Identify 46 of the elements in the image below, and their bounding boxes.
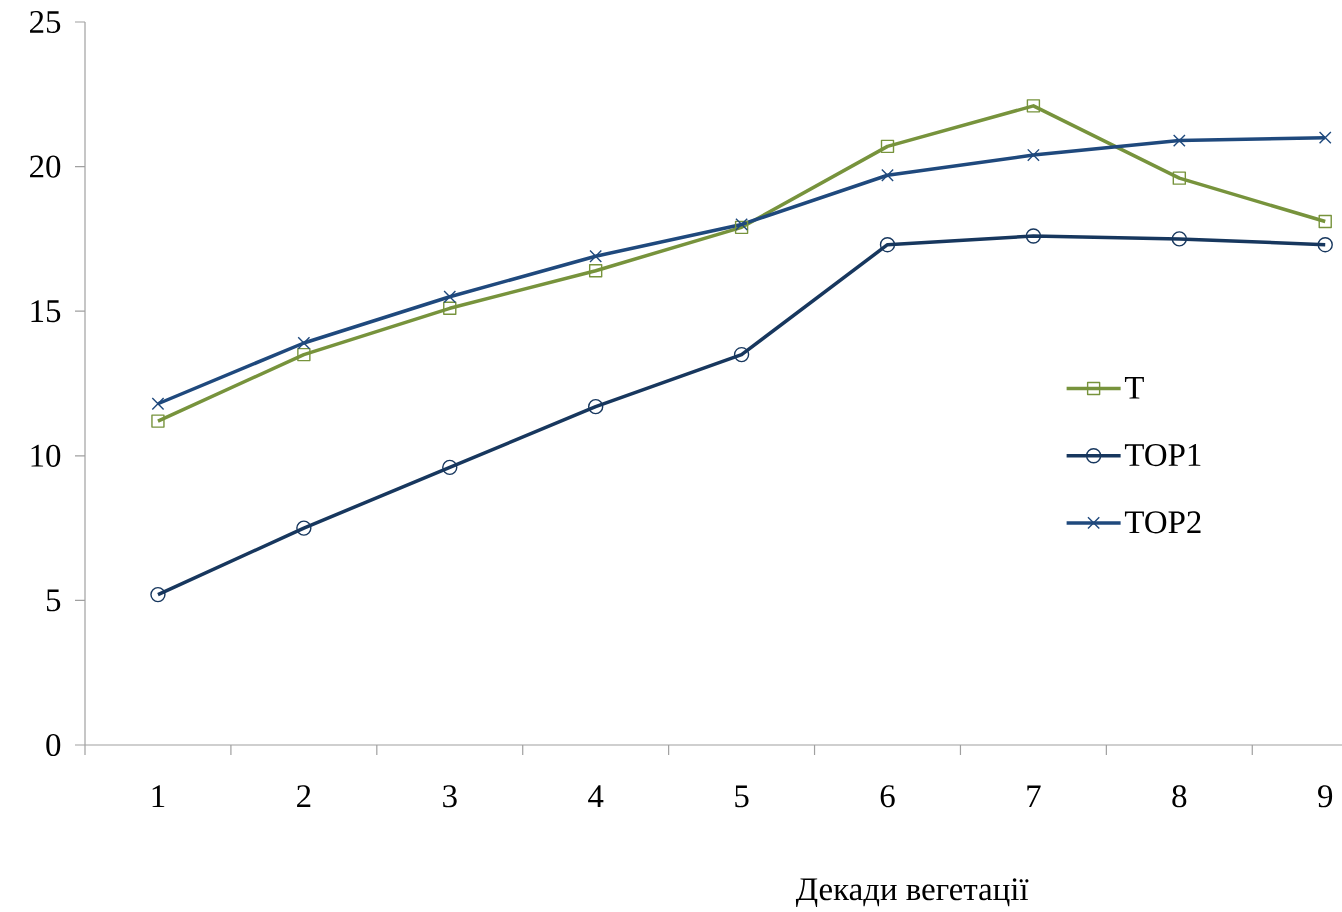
x-tick-label: 2	[297, 785, 311, 807]
point	[881, 168, 894, 182]
legend-label: TOP2	[1124, 511, 1201, 534]
y-tick-label: 10	[31, 444, 61, 467]
x-tick-label: 8	[1172, 785, 1187, 808]
point	[588, 264, 603, 278]
legend-label: TOP1	[1124, 444, 1201, 467]
legend-label: T	[1124, 377, 1144, 399]
point	[1171, 231, 1188, 247]
y-tick-label: 20	[30, 155, 61, 178]
point	[735, 218, 748, 231]
x-tick-label: 6	[880, 785, 895, 808]
x-tick-label: 5	[735, 785, 749, 808]
point	[733, 346, 750, 363]
x-tick-label: 4	[588, 785, 604, 807]
point	[1172, 171, 1187, 185]
point	[1026, 99, 1041, 113]
y-tick-label: 0	[46, 733, 61, 757]
x-tick-label: 3	[443, 785, 457, 808]
y-tick-label: 25	[30, 10, 61, 34]
point	[1172, 134, 1186, 147]
point	[443, 290, 457, 304]
point	[150, 586, 166, 603]
point	[151, 414, 165, 428]
y-tick-label: 5	[46, 589, 61, 612]
point	[297, 347, 311, 362]
y-tick-label: 15	[31, 300, 61, 323]
point	[587, 398, 604, 415]
point	[734, 220, 749, 235]
point	[589, 249, 603, 263]
point	[1317, 236, 1333, 253]
point	[879, 236, 896, 253]
point	[442, 459, 458, 476]
x-tick-label: 1	[152, 785, 165, 807]
point	[1027, 148, 1040, 162]
x-tick-label: 9	[1318, 785, 1333, 808]
point	[1318, 214, 1332, 229]
point	[1025, 228, 1042, 244]
point	[1318, 131, 1332, 145]
point	[880, 139, 895, 154]
point	[151, 397, 165, 411]
point	[297, 336, 311, 350]
point	[296, 520, 312, 536]
point	[443, 301, 457, 315]
x-axis-title: Декади вегетації	[795, 878, 1029, 907]
x-tick-label: 7	[1027, 785, 1041, 807]
